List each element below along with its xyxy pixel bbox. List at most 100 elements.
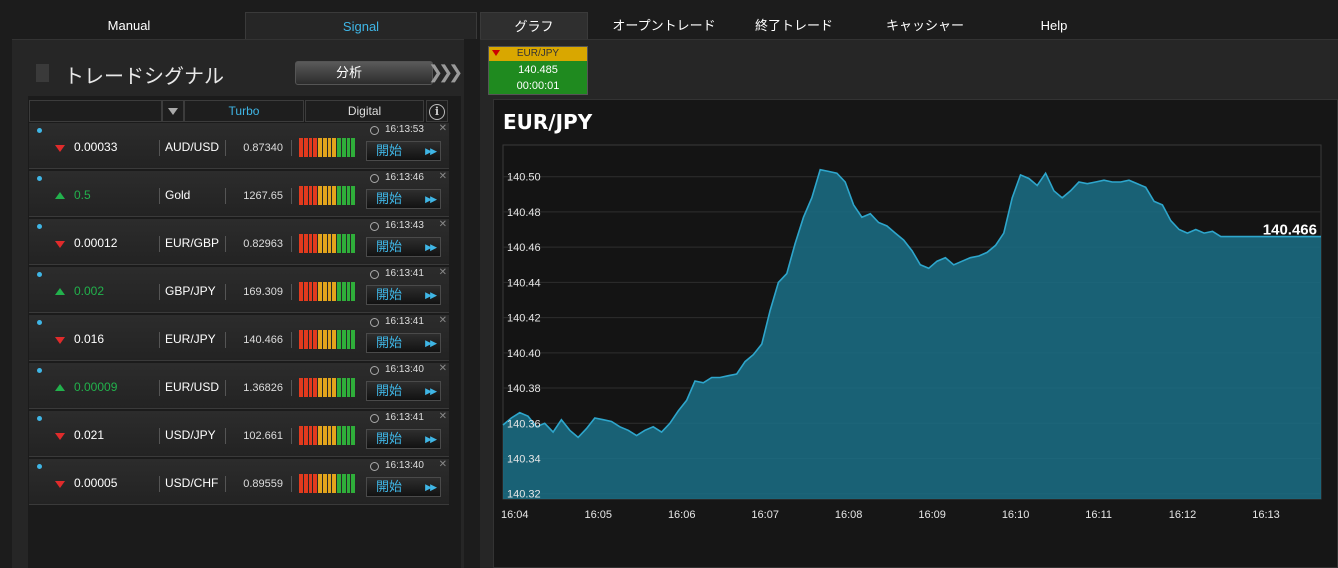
start-button[interactable]: 開始 ▶▶: [366, 333, 441, 353]
meter-bar: [346, 234, 351, 253]
ticker-body: 140.485 00:00:01: [489, 61, 587, 94]
column-header-blank: [29, 100, 162, 122]
series-area: [503, 169, 1321, 499]
tab-turbo[interactable]: Turbo: [184, 100, 304, 122]
fast-forward-icon: ▶▶: [425, 434, 437, 444]
y-tick-label: 140.32: [507, 489, 541, 501]
fast-forward-icon: ▶▶: [425, 482, 437, 492]
tab-cashier[interactable]: キャッシャー: [885, 18, 964, 33]
signal-pair: EUR/GBP: [165, 236, 220, 250]
close-icon[interactable]: ✕: [438, 219, 447, 230]
strength-meter: [299, 282, 355, 301]
meter-bar: [332, 138, 336, 157]
meter-bar: [332, 186, 336, 205]
divider: [225, 236, 226, 252]
meter-bar: [332, 330, 336, 349]
x-tick-label: 16:09: [918, 509, 946, 521]
meter-bar: [322, 378, 327, 397]
close-icon[interactable]: ✕: [438, 171, 447, 182]
meter-bar: [318, 282, 322, 301]
start-label: 開始: [376, 287, 403, 302]
y-tick-label: 140.46: [507, 242, 541, 254]
analyze-button[interactable]: 分析: [295, 61, 433, 85]
start-button[interactable]: 開始 ▶▶: [366, 429, 441, 449]
close-icon[interactable]: ✕: [438, 363, 447, 374]
status-dot-icon: [37, 272, 42, 277]
meter-bar: [351, 234, 355, 253]
signal-row: ✕ 16:13:43 0.00012 EUR/GBP 0.82963 開始 ▶▶: [29, 219, 449, 265]
meter-bar: [341, 378, 346, 397]
meter-bar: [346, 474, 351, 493]
meter-bar: [303, 234, 308, 253]
sort-dropdown[interactable]: [162, 100, 184, 122]
meter-bar: [299, 186, 303, 205]
close-icon[interactable]: ✕: [438, 411, 447, 422]
status-dot-icon: [37, 176, 42, 181]
meter-bar: [332, 378, 336, 397]
divider: [159, 188, 160, 204]
meter-bar: [337, 330, 341, 349]
meter-bar: [332, 282, 336, 301]
meter-bar: [318, 234, 322, 253]
start-button[interactable]: 開始 ▶▶: [366, 237, 441, 257]
meter-bar: [308, 330, 313, 349]
meter-bar: [351, 378, 355, 397]
start-label: 開始: [376, 335, 403, 350]
meter-bar: [303, 138, 308, 157]
meter-bar: [303, 282, 308, 301]
tab-digital[interactable]: Digital: [305, 100, 424, 122]
start-button[interactable]: 開始 ▶▶: [366, 381, 441, 401]
arrow-down-icon: [55, 433, 65, 440]
signal-rate: 1267.65: [243, 190, 283, 202]
meter-bar: [322, 138, 327, 157]
signal-row: ✕ 16:13:41 0.002 GBP/JPY 169.309 開始 ▶▶: [29, 267, 449, 313]
signal-value: 0.00005: [74, 476, 118, 490]
start-button[interactable]: 開始 ▶▶: [366, 141, 441, 161]
meter-bar: [351, 138, 355, 157]
status-dot-icon: [37, 320, 42, 325]
meter-bar: [318, 330, 322, 349]
meter-bar: [322, 234, 327, 253]
close-icon[interactable]: ✕: [438, 123, 447, 134]
arrow-up-icon: [55, 192, 65, 199]
meter-bar: [313, 426, 317, 445]
signal-time: 16:13:41: [385, 268, 424, 279]
tab-closed-trade[interactable]: 終了トレード: [754, 18, 833, 33]
meter-bar: [351, 426, 355, 445]
ticker-rate: 140.485: [518, 64, 558, 76]
strength-meter: [299, 138, 355, 157]
close-icon[interactable]: ✕: [438, 459, 447, 470]
start-label: 開始: [376, 383, 403, 398]
meter-bar: [313, 330, 317, 349]
strength-meter: [299, 474, 355, 493]
close-icon[interactable]: ✕: [438, 315, 447, 326]
panel-title-marker: [36, 64, 49, 82]
signal-value: 0.00012: [74, 236, 118, 250]
tab-manual[interactable]: Manual: [107, 18, 151, 33]
y-tick-label: 140.42: [507, 313, 541, 325]
tab-help[interactable]: Help: [1040, 18, 1068, 33]
arrow-down-icon: [55, 145, 65, 152]
panel-title: トレードシグナル: [64, 66, 224, 88]
clock-icon: [370, 414, 379, 423]
x-tick-label: 16:11: [1085, 509, 1112, 521]
divider: [159, 140, 160, 156]
start-button[interactable]: 開始 ▶▶: [366, 285, 441, 305]
meter-bar: [299, 474, 303, 493]
start-button[interactable]: 開始 ▶▶: [366, 189, 441, 209]
divider: [225, 188, 226, 204]
signal-time: 16:13:46: [385, 172, 424, 183]
tab-graph[interactable]: グラフ: [480, 12, 588, 39]
signal-pair: EUR/JPY: [165, 332, 216, 346]
meter-bar: [299, 282, 303, 301]
close-icon[interactable]: ✕: [438, 267, 447, 278]
asset-ticker[interactable]: EUR/JPY 140.485 00:00:01: [488, 46, 588, 95]
y-tick-label: 140.36: [507, 418, 541, 430]
signal-rate: 0.82963: [243, 238, 283, 250]
start-button[interactable]: 開始 ▶▶: [366, 477, 441, 497]
tab-signal[interactable]: Signal: [245, 12, 477, 39]
meter-bar: [346, 282, 351, 301]
info-button[interactable]: i: [426, 100, 448, 122]
tab-open-trade[interactable]: オープントレード: [612, 18, 716, 33]
